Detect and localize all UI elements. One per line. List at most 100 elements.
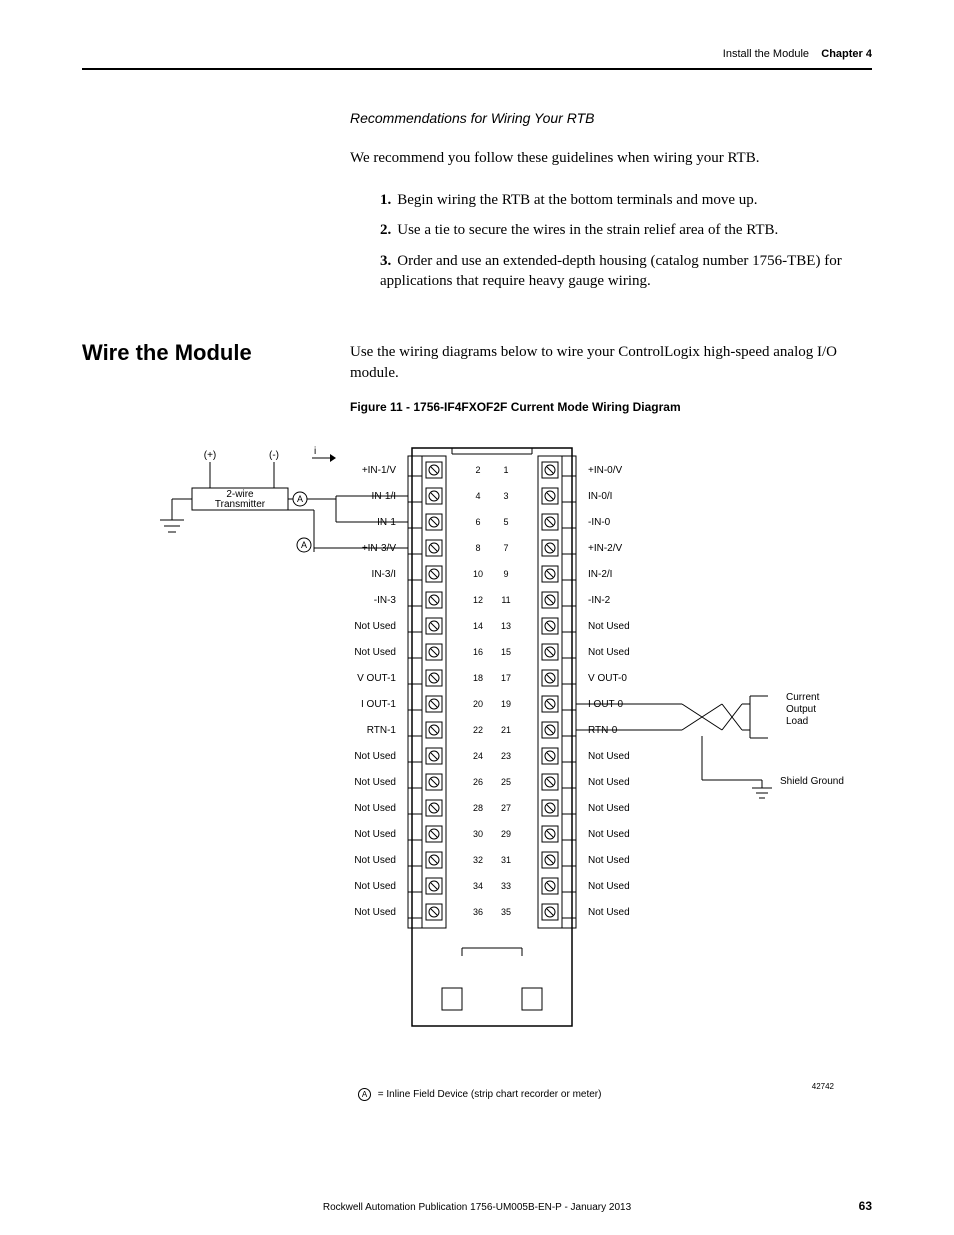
svg-text:Not Used: Not Used — [588, 881, 630, 892]
svg-text:IN-3/I: IN-3/I — [372, 569, 396, 580]
svg-text:21: 21 — [501, 725, 511, 735]
svg-text:32: 32 — [473, 855, 483, 865]
svg-text:RTN-1: RTN-1 — [367, 725, 397, 736]
step-text: Use a tie to secure the wires in the str… — [397, 222, 778, 238]
step-text: Begin wiring the RTB at the bottom termi… — [397, 192, 757, 208]
svg-text:-IN-0: -IN-0 — [588, 517, 611, 528]
svg-text:Load: Load — [786, 716, 808, 727]
svg-text:+IN-0/V: +IN-0/V — [588, 465, 623, 476]
footnote: A = Inline Field Device (strip chart rec… — [358, 1088, 601, 1101]
svg-text:29: 29 — [501, 829, 511, 839]
wiring-diagram: 21+IN-1/V+IN-0/V43IN-1/IIN-0/I65-IN-1-IN… — [82, 430, 894, 1110]
step-item: 3.Order and use an extended-depth housin… — [380, 251, 872, 292]
svg-text:Not Used: Not Used — [588, 803, 630, 814]
svg-text:Not Used: Not Used — [354, 829, 396, 840]
step-item: 2.Use a tie to secure the wires in the s… — [380, 220, 872, 240]
svg-text:Not Used: Not Used — [354, 803, 396, 814]
svg-text:Not Used: Not Used — [354, 855, 396, 866]
svg-text:Not Used: Not Used — [354, 647, 396, 658]
footnote-marker: A — [358, 1088, 371, 1101]
svg-text:2: 2 — [475, 465, 480, 475]
svg-text:5: 5 — [503, 517, 508, 527]
step-item: 1.Begin wiring the RTB at the bottom ter… — [380, 190, 872, 210]
svg-text:(-): (-) — [269, 450, 279, 461]
section-body: Use the wiring diagrams below to wire yo… — [350, 342, 872, 384]
svg-text:28: 28 — [473, 803, 483, 813]
svg-text:Not Used: Not Used — [354, 881, 396, 892]
svg-text:12: 12 — [473, 595, 483, 605]
svg-text:13: 13 — [501, 621, 511, 631]
svg-text:1: 1 — [503, 465, 508, 475]
svg-text:Not Used: Not Used — [588, 751, 630, 762]
page-number: 63 — [859, 1199, 872, 1213]
svg-text:31: 31 — [501, 855, 511, 865]
svg-text:18: 18 — [473, 673, 483, 683]
svg-text:Not Used: Not Used — [354, 751, 396, 762]
svg-text:24: 24 — [473, 751, 483, 761]
svg-text:Output: Output — [786, 704, 816, 715]
svg-text:V OUT-1: V OUT-1 — [357, 673, 396, 684]
svg-text:14: 14 — [473, 621, 483, 631]
svg-text:30: 30 — [473, 829, 483, 839]
steps-list: 1.Begin wiring the RTB at the bottom ter… — [380, 190, 872, 301]
svg-text:i: i — [314, 446, 316, 457]
svg-text:9: 9 — [503, 569, 508, 579]
svg-text:35: 35 — [501, 907, 511, 917]
svg-text:Not Used: Not Used — [354, 777, 396, 788]
svg-text:Not Used: Not Used — [354, 621, 396, 632]
diagram-svg: 21+IN-1/V+IN-0/V43IN-1/IIN-0/I65-IN-1-IN… — [82, 430, 894, 1110]
svg-text:10: 10 — [473, 569, 483, 579]
section-heading: Wire the Module — [82, 340, 252, 366]
svg-text:Current: Current — [786, 692, 820, 703]
image-number: 42742 — [812, 1082, 834, 1091]
svg-text:23: 23 — [501, 751, 511, 761]
svg-text:Not Used: Not Used — [588, 777, 630, 788]
svg-text:3: 3 — [503, 491, 508, 501]
svg-text:Not Used: Not Used — [588, 647, 630, 658]
figure-caption: Figure 11 - 1756-IF4FXOF2F Current Mode … — [350, 400, 681, 414]
svg-text:17: 17 — [501, 673, 511, 683]
footnote-text: = Inline Field Device (strip chart recor… — [378, 1089, 602, 1100]
svg-text:25: 25 — [501, 777, 511, 787]
footer-publication: Rockwell Automation Publication 1756-UM0… — [0, 1202, 954, 1213]
svg-text:+IN-1/V: +IN-1/V — [362, 465, 397, 476]
svg-text:4: 4 — [475, 491, 480, 501]
svg-text:Shield Ground: Shield Ground — [780, 776, 844, 787]
header-chapter: Chapter 4 — [821, 48, 872, 60]
svg-text:IN-2/I: IN-2/I — [588, 569, 612, 580]
svg-text:Not Used: Not Used — [588, 829, 630, 840]
svg-text:A: A — [297, 494, 303, 504]
svg-text:15: 15 — [501, 647, 511, 657]
svg-text:+IN-2/V: +IN-2/V — [588, 543, 623, 554]
svg-text:Not Used: Not Used — [588, 907, 630, 918]
header-rule — [82, 68, 872, 70]
svg-text:I OUT-1: I OUT-1 — [361, 699, 396, 710]
svg-text:V OUT-0: V OUT-0 — [588, 673, 627, 684]
svg-text:IN-0/I: IN-0/I — [588, 491, 612, 502]
svg-text:20: 20 — [473, 699, 483, 709]
svg-text:-IN-2: -IN-2 — [588, 595, 611, 606]
svg-text:6: 6 — [475, 517, 480, 527]
svg-text:Transmitter: Transmitter — [215, 499, 266, 510]
svg-text:16: 16 — [473, 647, 483, 657]
subsection-heading: Recommendations for Wiring Your RTB — [350, 110, 594, 126]
svg-text:22: 22 — [473, 725, 483, 735]
svg-text:-IN-3: -IN-3 — [374, 595, 397, 606]
svg-text:36: 36 — [473, 907, 483, 917]
svg-text:27: 27 — [501, 803, 511, 813]
svg-text:Not Used: Not Used — [588, 621, 630, 632]
intro-paragraph: We recommend you follow these guidelines… — [350, 148, 872, 169]
header-text: Install the Module Chapter 4 — [723, 48, 872, 60]
svg-text:8: 8 — [475, 543, 480, 553]
svg-text:26: 26 — [473, 777, 483, 787]
svg-text:33: 33 — [501, 881, 511, 891]
svg-text:34: 34 — [473, 881, 483, 891]
svg-text:7: 7 — [503, 543, 508, 553]
svg-text:A: A — [301, 540, 307, 550]
header-section: Install the Module — [723, 48, 809, 60]
svg-text:19: 19 — [501, 699, 511, 709]
svg-text:Not Used: Not Used — [354, 907, 396, 918]
svg-text:Not Used: Not Used — [588, 855, 630, 866]
svg-text:11: 11 — [501, 595, 510, 605]
step-text: Order and use an extended-depth housing … — [380, 253, 842, 289]
